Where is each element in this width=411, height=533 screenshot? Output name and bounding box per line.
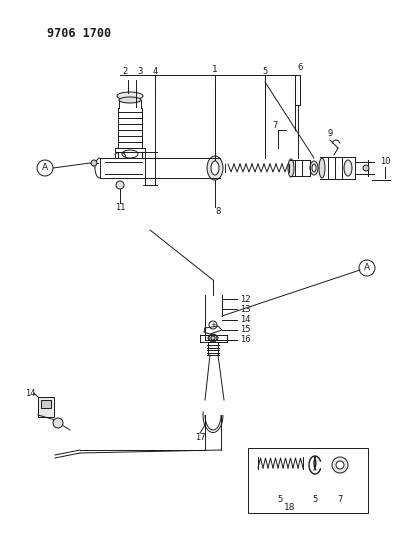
Text: 9: 9 bbox=[328, 130, 332, 139]
Text: 17: 17 bbox=[195, 433, 206, 442]
Text: 5: 5 bbox=[312, 496, 318, 505]
Text: 5: 5 bbox=[277, 496, 283, 505]
Ellipse shape bbox=[288, 159, 294, 177]
Ellipse shape bbox=[310, 161, 318, 175]
Circle shape bbox=[336, 461, 344, 469]
Bar bbox=[41, 400, 51, 408]
Circle shape bbox=[91, 160, 97, 166]
Bar bbox=[248, 448, 368, 513]
Text: 15: 15 bbox=[240, 326, 250, 335]
Text: A: A bbox=[42, 164, 48, 173]
Text: 2: 2 bbox=[122, 68, 128, 77]
Ellipse shape bbox=[319, 158, 325, 178]
Text: 14: 14 bbox=[25, 389, 35, 398]
Text: 11: 11 bbox=[115, 204, 125, 213]
Text: 16: 16 bbox=[240, 335, 251, 344]
Text: 13: 13 bbox=[240, 304, 251, 313]
Text: +: + bbox=[210, 322, 216, 328]
Text: 7: 7 bbox=[337, 496, 343, 505]
Ellipse shape bbox=[207, 156, 223, 180]
Circle shape bbox=[116, 181, 124, 189]
Circle shape bbox=[363, 165, 369, 171]
Text: 3: 3 bbox=[137, 68, 143, 77]
Text: 9706 1700: 9706 1700 bbox=[47, 27, 111, 40]
Text: 4: 4 bbox=[152, 68, 158, 77]
Ellipse shape bbox=[344, 160, 352, 176]
Text: 7: 7 bbox=[272, 120, 278, 130]
Ellipse shape bbox=[117, 92, 143, 100]
Text: ): ) bbox=[312, 456, 318, 471]
Text: 14: 14 bbox=[240, 316, 250, 325]
Circle shape bbox=[332, 457, 348, 473]
Ellipse shape bbox=[208, 335, 218, 341]
Ellipse shape bbox=[119, 97, 141, 103]
Text: 1: 1 bbox=[212, 64, 218, 74]
Ellipse shape bbox=[211, 161, 219, 175]
Text: 10: 10 bbox=[380, 157, 390, 166]
Text: (: ( bbox=[312, 456, 318, 471]
Text: 8: 8 bbox=[215, 207, 221, 216]
Text: A: A bbox=[364, 263, 370, 272]
Ellipse shape bbox=[312, 164, 316, 172]
Circle shape bbox=[211, 336, 215, 340]
Text: 5: 5 bbox=[262, 68, 268, 77]
Text: 12: 12 bbox=[240, 295, 250, 303]
Circle shape bbox=[53, 418, 63, 428]
Text: 18: 18 bbox=[284, 504, 296, 513]
Bar bbox=[38, 397, 54, 417]
Text: 6: 6 bbox=[297, 63, 302, 72]
